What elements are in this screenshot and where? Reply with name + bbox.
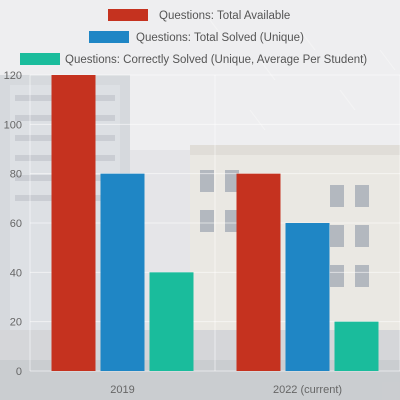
chart-bars: [51, 75, 379, 371]
legend-label-1[interactable]: Questions: Total Available: [159, 10, 290, 22]
y-tick-label: 60: [10, 218, 22, 230]
y-tick-label: 120: [4, 70, 22, 82]
x-axis-ticks: 2019 2022 (current): [110, 384, 342, 396]
legend-label-3[interactable]: Questions: Correctly Solved (Unique, Ave…: [65, 54, 367, 66]
legend-swatch-2[interactable]: [89, 31, 129, 43]
x-tick-label: 2022 (current): [273, 384, 342, 396]
y-tick-label: 100: [4, 119, 22, 131]
y-tick-label: 20: [10, 317, 22, 329]
legend-swatch-1[interactable]: [108, 9, 148, 21]
y-tick-label: 40: [10, 267, 22, 279]
legend-label-2[interactable]: Questions: Total Solved (Unique): [136, 32, 304, 44]
chart-legend: Questions: Total Available Questions: Tot…: [20, 9, 367, 66]
legend-swatch-3[interactable]: [20, 53, 60, 65]
bar-3-2[interactable]: [334, 321, 379, 371]
bar-3-1[interactable]: [149, 272, 194, 371]
y-tick-label: 80: [10, 169, 22, 181]
bar-2-1[interactable]: [100, 173, 145, 371]
bar-1-2[interactable]: [236, 173, 281, 371]
x-tick-label: 2019: [110, 384, 134, 396]
y-axis-ticks: 0 20 40 60 80 100 120: [4, 70, 22, 378]
bar-1-1[interactable]: [51, 75, 96, 371]
bar-2-2[interactable]: [285, 223, 330, 371]
y-tick-label: 0: [16, 366, 22, 378]
